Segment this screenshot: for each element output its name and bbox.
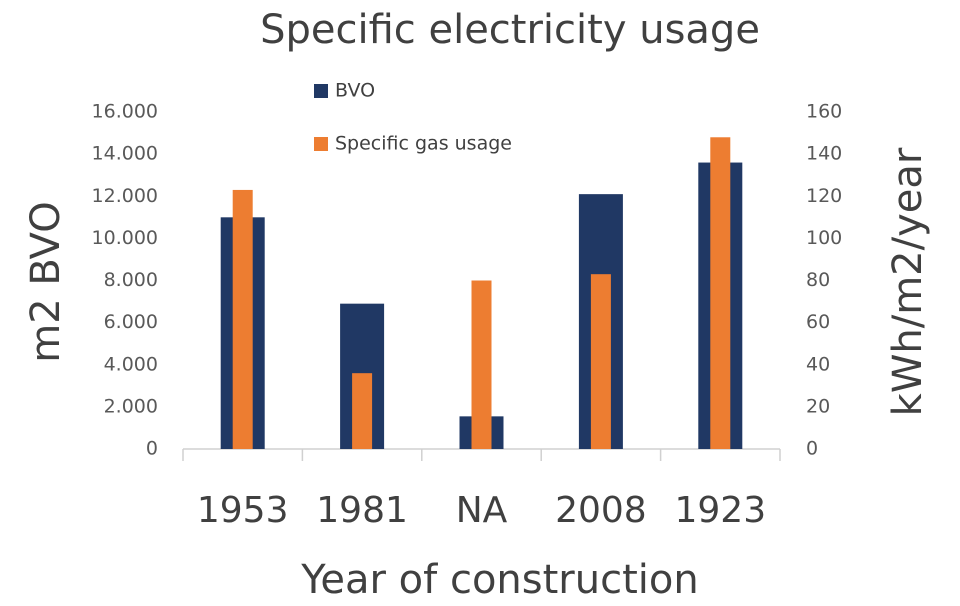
bar — [710, 137, 731, 449]
bar — [352, 373, 373, 449]
x-tick-label: 1923 — [674, 490, 766, 531]
y-tick-label: 12.000 — [92, 185, 158, 207]
y2-tick-label: 40 — [806, 353, 830, 375]
x-tick-label: 1981 — [316, 490, 408, 531]
y-tick-label: 0 — [146, 438, 158, 460]
y-tick-label: 16.000 — [92, 101, 158, 123]
x-tick-label: NA — [456, 490, 508, 531]
y2-tick-label: 60 — [806, 311, 830, 333]
y2-tick-label: 80 — [806, 269, 830, 291]
y-tick-label: 6.000 — [104, 311, 158, 333]
y2-tick-label: 0 — [806, 438, 818, 460]
y-tick-label: 14.000 — [92, 143, 158, 165]
chart-title: Specific electricity usage — [260, 7, 760, 53]
y2-tick-label: 100 — [806, 227, 842, 249]
x-axis-title: Year of construction — [300, 557, 698, 603]
y2-tick-label: 140 — [806, 143, 842, 165]
y-tick-label: 8.000 — [104, 269, 158, 291]
y-tick-label: 4.000 — [104, 353, 158, 375]
y-tick-label: 2.000 — [104, 395, 158, 417]
y2-axis-title: kWh/m2/year — [885, 147, 931, 416]
y2-tick-label: 20 — [806, 395, 830, 417]
legend-swatch — [314, 137, 328, 151]
x-tick-label: 1953 — [197, 490, 289, 531]
y2-tick-label: 160 — [806, 101, 842, 123]
bar — [471, 280, 492, 449]
legend-swatch — [314, 84, 328, 98]
bar — [232, 189, 253, 449]
legend-label: BVO — [335, 80, 375, 102]
bar — [590, 274, 611, 449]
y-tick-label: 10.000 — [92, 227, 158, 249]
y2-tick-label: 120 — [806, 185, 842, 207]
legend-label: Specific gas usage — [335, 133, 512, 155]
y-axis-title: m2 BVO — [23, 201, 69, 362]
x-tick-label: 2008 — [555, 490, 647, 531]
